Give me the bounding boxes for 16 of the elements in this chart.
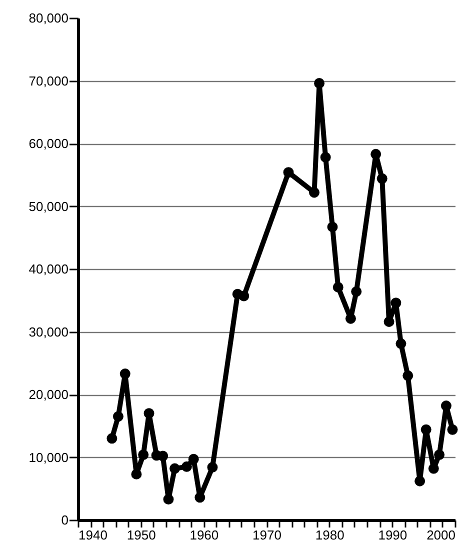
x-tick-label: 2000 <box>426 528 456 542</box>
y-tick-label: 80,000 <box>28 10 68 26</box>
x-tick-label: 1950 <box>126 528 156 542</box>
x-tick-label: 1970 <box>252 528 282 542</box>
x-tick-label: 1990 <box>378 528 408 542</box>
x-tick-label: 1940 <box>78 528 108 542</box>
y-tick-label: 40,000 <box>28 262 68 276</box>
y-tick-label: 10,000 <box>28 450 68 465</box>
y-tick-label: 50,000 <box>28 198 68 214</box>
y-tick-label: 0 <box>61 512 68 528</box>
y-tick-label: 20,000 <box>28 387 68 402</box>
y-tick-label: 70,000 <box>28 73 68 88</box>
x-tick-label: 1960 <box>190 528 219 542</box>
y-tick-label: 30,000 <box>28 324 68 340</box>
y-tick-label: 60,000 <box>28 136 68 151</box>
x-tick-label: 1980 <box>315 528 344 542</box>
